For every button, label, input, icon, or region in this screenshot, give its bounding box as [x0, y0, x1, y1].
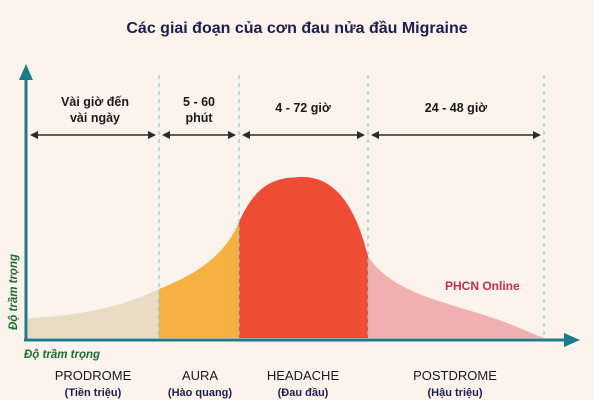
- x-axis-label: Độ trầm trọng: [24, 349, 100, 361]
- headache-duration-label: 4 - 72 giờ: [275, 101, 331, 115]
- duration-arrows: [30, 131, 541, 139]
- severity-curve: [28, 176, 544, 338]
- diagram-title: Các giai đoạn của cơn đau nửa đầu Migrai…: [126, 20, 467, 37]
- headache-duration-arrow: [242, 131, 365, 139]
- aura-duration-line2: phút: [185, 111, 213, 125]
- postdrome-subtitle: (Hậu triệu): [428, 387, 483, 399]
- prodrome-label: PRODROME: [55, 368, 132, 383]
- prodrome-area: [28, 289, 159, 338]
- prodrome-duration-arrow: [30, 131, 156, 139]
- y-axis-arrowhead: [19, 64, 33, 80]
- headache-area: [239, 176, 368, 338]
- headache-subtitle: (Đau đầu): [278, 387, 329, 399]
- aura-duration-line1: 5 - 60: [183, 95, 215, 109]
- prodrome-duration-line1: Vài giờ đến: [61, 95, 129, 109]
- postdrome-area: [368, 256, 544, 338]
- watermark-text: PHCN Online: [445, 279, 520, 293]
- aura-label: AURA: [182, 368, 218, 383]
- axes: [19, 64, 580, 347]
- prodrome-subtitle: (Tiền triệu): [65, 387, 122, 399]
- postdrome-duration-arrow: [371, 131, 541, 139]
- x-axis-arrowhead: [564, 333, 580, 347]
- aura-area: [159, 222, 239, 338]
- aura-duration-arrow: [162, 131, 236, 139]
- aura-subtitle: (Hào quang): [168, 387, 232, 399]
- prodrome-duration-line2: vài ngày: [70, 111, 120, 125]
- headache-label: HEADACHE: [267, 368, 340, 383]
- postdrome-label: POSTDROME: [413, 368, 497, 383]
- y-axis-label: Độ trầm trọng: [8, 254, 20, 330]
- phase-dividers: [158, 75, 545, 338]
- postdrome-duration-label: 24 - 48 giờ: [425, 101, 487, 115]
